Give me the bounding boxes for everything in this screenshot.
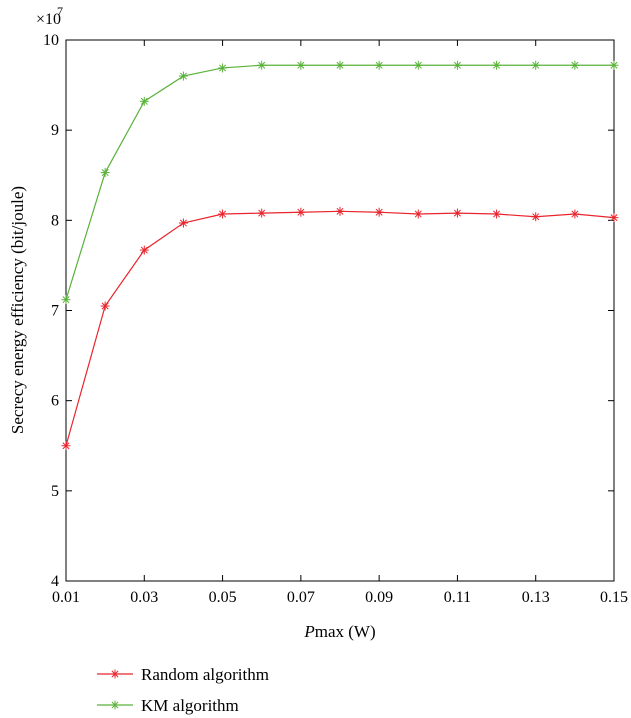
data-point (531, 212, 541, 222)
series-km (61, 60, 619, 305)
data-point (218, 63, 228, 73)
legend-marker-glyph (110, 669, 120, 679)
data-point (139, 96, 149, 106)
data-point (335, 206, 345, 216)
data-point (100, 301, 110, 311)
legend-label-km: KM algorithm (141, 696, 239, 715)
data-point (139, 245, 149, 255)
series-line (65, 210, 615, 446)
data-point (609, 60, 619, 70)
y-tick-label: 6 (51, 393, 59, 410)
legend-item-km: KM algorithm (97, 696, 239, 715)
data-point (257, 208, 267, 218)
data-point (492, 60, 502, 70)
x-axis-label-italic: P (303, 622, 314, 641)
data-point (100, 168, 110, 178)
x-tick-label: 0.13 (522, 589, 550, 606)
legend-marker-random (110, 669, 120, 679)
data-point (61, 441, 71, 451)
legend-marker-km (110, 700, 120, 710)
series-random (61, 206, 619, 451)
x-tick-label: 0.03 (130, 589, 158, 606)
y-multiplier: ×10 (36, 11, 61, 28)
y-tick-label: 8 (51, 212, 59, 229)
y-tick-label: 5 (51, 483, 59, 500)
y-tick-label: 10 (43, 32, 59, 49)
y-tick-label: 4 (51, 573, 59, 590)
x-tick-label: 0.05 (209, 589, 237, 606)
data-point (531, 60, 541, 70)
data-point (335, 60, 345, 70)
data-point (413, 60, 423, 70)
legend-marker-glyph (110, 700, 120, 710)
y-tick-label: 9 (51, 122, 59, 139)
y-tick-label: 7 (51, 303, 59, 320)
plot-area (65, 39, 615, 582)
data-point (296, 60, 306, 70)
data-point (374, 60, 384, 70)
legend-label-random: Random algorithm (141, 665, 269, 684)
axis-ticks: 0.01 0.03 0.05 0.07 0.09 0.11 0.13 0.15 4 5 6 7 8 9 10 (43, 32, 628, 606)
data-point (178, 71, 188, 81)
series-layer (61, 60, 619, 451)
data-point (257, 60, 267, 70)
data-point (374, 207, 384, 217)
x-tick-label: 0.07 (287, 589, 315, 606)
data-point (570, 209, 580, 219)
data-point (609, 213, 619, 223)
data-point (296, 207, 306, 217)
legend: Random algorithm KM algorithm (97, 665, 269, 715)
x-tick-label: 0.01 (52, 589, 80, 606)
data-point (452, 60, 462, 70)
legend-item-random: Random algorithm (97, 665, 269, 684)
data-point (61, 295, 71, 305)
data-point (452, 208, 462, 218)
data-point (492, 209, 502, 219)
data-point (178, 218, 188, 228)
x-axis-label: Pmax (W) (303, 622, 375, 641)
x-tick-label: 0.11 (444, 589, 471, 606)
data-point (413, 209, 423, 219)
x-axis-label-rest: max (W) (315, 622, 376, 641)
series-line (65, 64, 614, 300)
data-point (570, 60, 580, 70)
y-multiplier-exponent: 7 (57, 4, 63, 18)
y-axis-label: Secrecy energy efficiency (bit/joule) (8, 186, 27, 434)
data-point (218, 209, 228, 219)
x-tick-label: 0.09 (365, 589, 393, 606)
x-tick-label: 0.15 (600, 589, 628, 606)
